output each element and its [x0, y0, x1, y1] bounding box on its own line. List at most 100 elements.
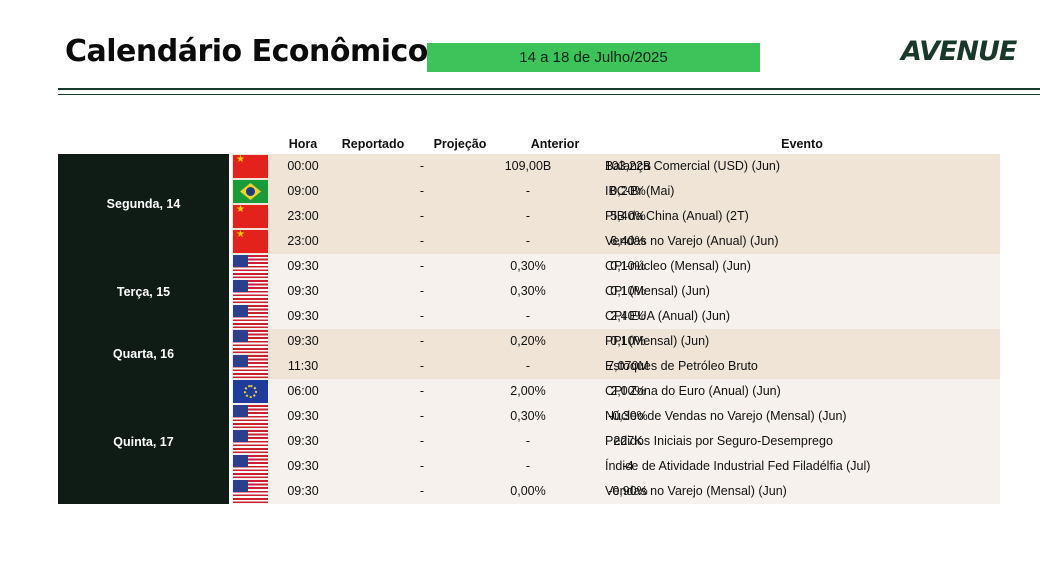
brazil-flag-icon: [233, 180, 268, 203]
cell-reportado: -: [419, 159, 425, 173]
cell-projecao: 0,30%: [510, 284, 546, 298]
cell-anterior: 2,40%: [610, 309, 646, 323]
cell-projecao: 0,30%: [510, 409, 546, 423]
cell-reportado: -: [419, 234, 425, 248]
cell-reportado: -: [419, 484, 425, 498]
cell-evento: PIB da China (Anual) (2T): [605, 209, 749, 223]
day-group: Terça, 15 09:30 - 0,30% 0,10% CPI-núcleo (Men…: [58, 254, 1000, 329]
cell-projecao: -: [525, 359, 531, 373]
cell-projecao: -: [525, 234, 531, 248]
column-header-anterior: Anterior: [530, 137, 580, 151]
cell-reportado: -: [419, 334, 425, 348]
cell-hora: 00:00: [287, 159, 319, 173]
header-divider-thin: [58, 94, 1040, 95]
day-label: Segunda, 14: [58, 154, 229, 254]
table-row: 09:30 - 0,30% 0,10% CPI (Mensal) (Jun): [232, 279, 1000, 304]
cell-anterior: -4: [622, 459, 634, 473]
table-row: 23:00 - - 5,40%PIB da China (Anual) (2T): [232, 204, 1000, 229]
eu-flag-icon: [233, 380, 268, 403]
header-divider: [58, 88, 1040, 90]
column-header-evento: Evento: [781, 137, 823, 151]
cell-reportado: -: [419, 309, 425, 323]
cell-evento: PPI (Mensal) (Jun): [605, 334, 710, 348]
cell-projecao: 0,20%: [510, 334, 546, 348]
cell-reportado: -: [419, 184, 425, 198]
cell-anterior: 103,22B: [604, 159, 652, 173]
cell-projecao: 109,00B: [504, 159, 552, 173]
cell-hora: 09:30: [287, 334, 319, 348]
cell-evento: Vendas no Varejo (Mensal) (Jun): [605, 484, 787, 498]
cell-reportado: -: [419, 409, 425, 423]
table-row: 09:30 - - -4 Índice de Atividade Industrial …: [232, 454, 1000, 479]
cell-anterior: 2,00%: [610, 384, 646, 398]
china-flag-icon: [233, 155, 268, 178]
cell-evento: Índice de Atividade Industrial Fed Filad…: [605, 459, 871, 473]
cell-reportado: -: [419, 209, 425, 223]
cell-evento: CPI (Mensal) (Jun): [605, 284, 710, 298]
table-row: 09:30 - - 227K Pedidos Iniciais por Seguro-D…: [232, 429, 1000, 454]
cell-projecao: -: [525, 209, 531, 223]
cell-hora: 09:30: [287, 284, 319, 298]
cell-reportado: -: [419, 359, 425, 373]
cell-anterior: 0,10%: [610, 259, 646, 273]
cell-hora: 09:30: [287, 459, 319, 473]
cell-hora: 09:30: [287, 259, 319, 273]
cell-evento: Núcleo de Vendas no Varejo (Mensal) (Jun…: [605, 409, 847, 423]
table-row: 09:30 - - 2,40% CPI EUA (Anual) (Jun): [232, 304, 1000, 329]
day-group: Quinta, 17 06:00-2,00% 2,00% CPI Zona do Eu…: [58, 379, 1000, 504]
cell-evento: Estoques de Petróleo Bruto: [605, 359, 758, 373]
day-rows: 06:00-2,00% 2,00% CPI Zona do Euro (Anual)…: [232, 379, 1000, 504]
cell-evento: Balança Comercial (USD) (Jun): [605, 159, 781, 173]
cell-anterior: 0,20%: [610, 184, 646, 198]
table-row: 09:30 - 0,30% 0,10% CPI-núcleo (Mensal) (Jun…: [232, 254, 1000, 279]
table-header: Hora Reportado Projeção Anterior Evento: [58, 135, 1000, 154]
cell-reportado: -: [419, 259, 425, 273]
cell-hora: 23:00: [287, 234, 319, 248]
column-header-reportado: Reportado: [341, 137, 405, 151]
day-label: Quinta, 17: [58, 379, 229, 504]
us-flag-icon: [233, 355, 268, 378]
cell-evento: IBC-Br (Mai): [605, 184, 675, 198]
cell-reportado: -: [419, 284, 425, 298]
china-flag-icon: [233, 205, 268, 228]
us-flag-icon: [233, 480, 268, 503]
us-flag-icon: [233, 280, 268, 303]
cell-anterior: -0,90%: [608, 484, 648, 498]
cell-hora: 11:30: [287, 359, 319, 373]
economic-calendar-table: Hora Reportado Projeção Anterior Evento …: [58, 135, 1000, 504]
us-flag-icon: [233, 430, 268, 453]
day-label: Terça, 15: [58, 254, 229, 329]
cell-projecao: -: [525, 434, 531, 448]
cell-anterior: 7,070M: [607, 359, 649, 373]
date-range-badge: 14 a 18 de Julho/2025: [427, 43, 760, 72]
cell-hora: 09:30: [287, 484, 319, 498]
us-flag-icon: [233, 305, 268, 328]
china-flag-icon: [233, 230, 268, 253]
column-header-hora: Hora: [288, 137, 318, 151]
cell-evento: CPI-núcleo (Mensal) (Jun): [605, 259, 751, 273]
table-row: 09:00 - - 0,20% IBC-Br (Mai): [232, 179, 1000, 204]
cell-hora: 09:00: [287, 184, 319, 198]
day-group: Quarta, 16 09:30 - 0,20% 0,10% PPI (Mensal) (…: [58, 329, 1000, 379]
table-row: 09:30 - 0,20% 0,10% PPI (Mensal) (Jun): [232, 329, 1000, 354]
cell-anterior: 6,40%: [610, 234, 646, 248]
page-title: Calendário Econômico: [65, 34, 428, 69]
cell-evento: CPI EUA (Anual) (Jun): [605, 309, 731, 323]
day-label: Quarta, 16: [58, 329, 229, 379]
table-row: 06:00-2,00% 2,00% CPI Zona do Euro (Anual)…: [232, 379, 1000, 404]
day-rows: 09:30 - 0,20% 0,10% PPI (Mensal) (Jun) 11:30 -…: [232, 329, 1000, 379]
cell-anterior: 227K: [613, 434, 643, 448]
cell-anterior: 0,10%: [610, 334, 646, 348]
cell-projecao: 0,30%: [510, 259, 546, 273]
table-row: 23:00 - - 6,40%Vendas no Varejo (Anual) (Ju…: [232, 229, 1000, 254]
us-flag-icon: [233, 405, 268, 428]
cell-hora: 06:00: [287, 384, 319, 398]
avenue-logo: AVENUE: [901, 36, 1017, 67]
cell-projecao: -: [525, 184, 531, 198]
cell-hora: 09:30: [287, 409, 319, 423]
cell-hora: 09:30: [287, 434, 319, 448]
cell-reportado: -: [419, 459, 425, 473]
